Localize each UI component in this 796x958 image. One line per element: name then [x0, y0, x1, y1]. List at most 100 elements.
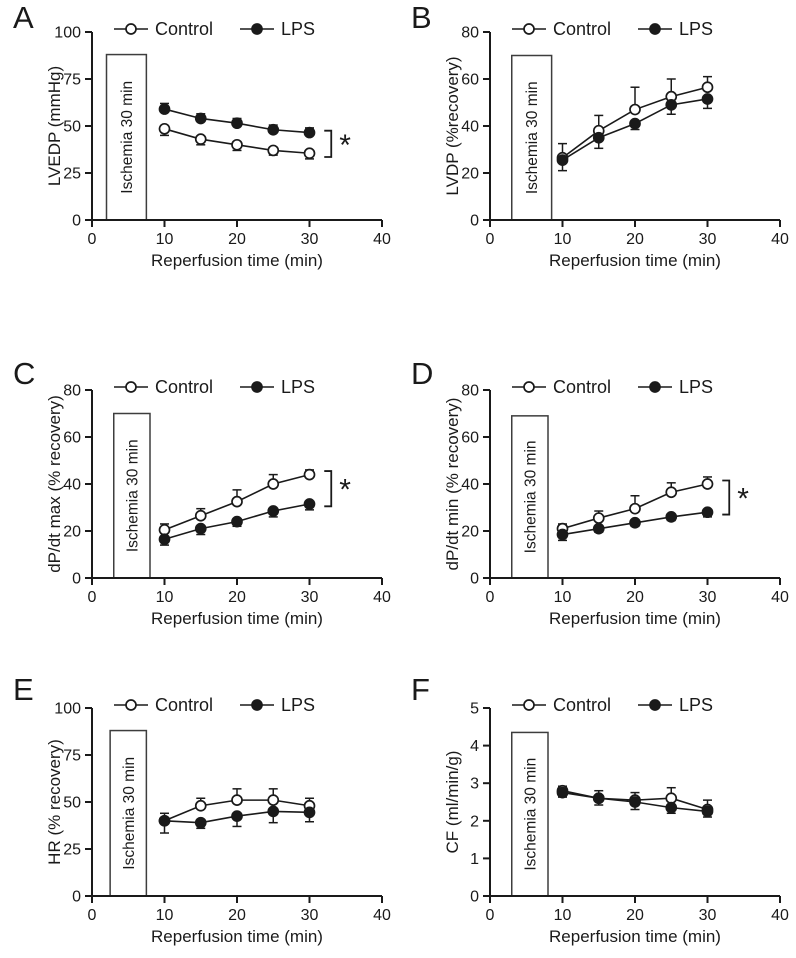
marker-lps: [267, 123, 280, 136]
marker-control: [231, 138, 243, 151]
ischemia-box-label: Ischemia 30 min: [119, 81, 136, 194]
panel-e: Ischemia 30 min 0 10 20 30 40 0 25 50 75 100 Reperf…: [0, 664, 398, 947]
panel-a: Ischemia 30 min 0 10 20 30 40 0 25 50 75 100 Reperf…: [0, 2, 398, 302]
x-tick-label: 0: [486, 231, 495, 248]
y-axis-label: LVDP (%recovery): [443, 56, 462, 195]
legend-label-lps: LPS: [679, 377, 713, 397]
chart-dpdt-min: Ischemia 30 min 0 10 20 30 40 0 20 40 60 80 Reperfu…: [443, 377, 789, 628]
ischemia-box: [511, 731, 549, 897]
marker-control: [194, 509, 207, 522]
marker-lps: [701, 805, 714, 818]
x-tick-label: 40: [373, 231, 391, 248]
x-tick-label: 10: [554, 231, 572, 248]
marker-lps: [701, 506, 714, 519]
y-tick-label: 80: [461, 25, 479, 42]
y-tick-label: 60: [461, 430, 479, 447]
legend-label-control: Control: [155, 695, 213, 715]
marker-lps: [629, 796, 641, 808]
marker-lps: [592, 131, 605, 144]
y-tick-label: 80: [63, 383, 81, 400]
x-tick-label: 0: [88, 907, 97, 924]
y-tick-label: 20: [461, 166, 479, 183]
marker-lps: [556, 786, 569, 799]
y-axis-label: dP/dt min (% recovery): [443, 398, 462, 571]
marker-control: [194, 133, 207, 146]
panel-c: Ischemia 30 min 0 10 20 30 40 0 20 40 60 80 Reperfu…: [0, 344, 398, 644]
x-tick-label: 0: [486, 589, 495, 606]
legend-marker-lps: [649, 381, 661, 393]
x-tick-label: 20: [626, 589, 644, 606]
x-tick-label: 10: [554, 907, 572, 924]
marker-control: [267, 794, 280, 806]
x-tick-label: 10: [156, 589, 174, 606]
marker-control: [231, 794, 243, 806]
x-tick-label: 10: [156, 907, 174, 924]
panel-f: Ischemia 30 min 0 10 20 30 40 0 1 2 3 4 5 Reperfusio…: [398, 664, 796, 947]
ischemia-box: [511, 54, 553, 221]
x-tick-label: 30: [699, 907, 717, 924]
legend-label-control: Control: [553, 377, 611, 397]
chart-lvdp: Ischemia 30 min 0 10 20 30 40 0 20 40 60 80 Reperfu…: [443, 19, 789, 270]
legend-label-lps: LPS: [281, 377, 315, 397]
x-tick-label: 0: [88, 589, 97, 606]
legend-marker-lps: [251, 699, 263, 711]
marker-lps: [303, 126, 316, 139]
x-tick-label: 20: [626, 907, 644, 924]
marker-control: [267, 478, 280, 490]
panel-letter-b: B: [411, 0, 432, 35]
marker-lps: [158, 814, 171, 827]
significance-asterisk: *: [737, 483, 749, 516]
y-tick-label: 25: [63, 166, 81, 183]
marker-lps: [231, 515, 243, 528]
x-tick-label: 30: [699, 589, 717, 606]
x-tick-label: 40: [771, 589, 789, 606]
significance-bracket: [324, 129, 333, 158]
legend-label-control: Control: [155, 377, 213, 397]
marker-lps: [303, 498, 316, 510]
y-tick-label: 1: [470, 851, 479, 868]
marker-control: [267, 144, 280, 157]
ischemia-box-label: Ischemia 30 min: [522, 440, 539, 553]
x-tick-label: 0: [88, 231, 97, 248]
legend-marker-lps: [251, 23, 263, 35]
marker-lps: [194, 816, 207, 829]
marker-lps: [231, 117, 243, 130]
y-tick-label: 40: [461, 119, 479, 136]
y-tick-label: 0: [470, 889, 479, 906]
y-tick-label: 40: [63, 477, 81, 494]
x-tick-label: 10: [156, 231, 174, 248]
marker-control: [194, 799, 207, 812]
y-tick-label: 3: [470, 776, 479, 793]
x-axis-label: Reperfusion time (min): [151, 927, 323, 946]
ischemia-box: [105, 53, 148, 221]
panel-letter-f: F: [411, 672, 430, 707]
marker-lps: [556, 154, 569, 166]
chart-dpdt-max: Ischemia 30 min 0 10 20 30 40 0 20 40 60 80 Reperfu…: [45, 377, 391, 628]
x-tick-label: 0: [486, 907, 495, 924]
x-axis-label: Reperfusion time (min): [549, 927, 721, 946]
y-tick-label: 0: [72, 213, 81, 230]
legend-marker-control: [523, 381, 535, 393]
marker-control: [303, 147, 316, 160]
x-tick-label: 30: [301, 907, 319, 924]
x-tick-label: 30: [301, 589, 319, 606]
significance-asterisk: *: [339, 474, 351, 507]
y-tick-label: 0: [470, 571, 479, 588]
legend-label-control: Control: [155, 19, 213, 39]
marker-lps: [665, 98, 678, 111]
marker-lps: [665, 801, 678, 814]
marker-control: [231, 495, 243, 508]
marker-lps: [592, 522, 605, 535]
chart-cf: Ischemia 30 min 0 10 20 30 40 0 1 2 3 4 5 Reperfusio…: [443, 695, 789, 946]
marker-control: [592, 512, 605, 524]
x-tick-label: 20: [228, 231, 246, 248]
significance-bracket: [324, 470, 333, 508]
marker-lps: [158, 533, 171, 546]
chart-hr: Ischemia 30 min 0 10 20 30 40 0 25 50 75 100 Reperf…: [45, 695, 391, 946]
marker-lps: [629, 516, 641, 529]
panel-letter-a: A: [13, 0, 34, 35]
y-tick-label: 100: [54, 25, 81, 42]
marker-control: [629, 502, 641, 515]
legend-marker-control: [125, 23, 137, 35]
x-tick-label: 40: [373, 589, 391, 606]
